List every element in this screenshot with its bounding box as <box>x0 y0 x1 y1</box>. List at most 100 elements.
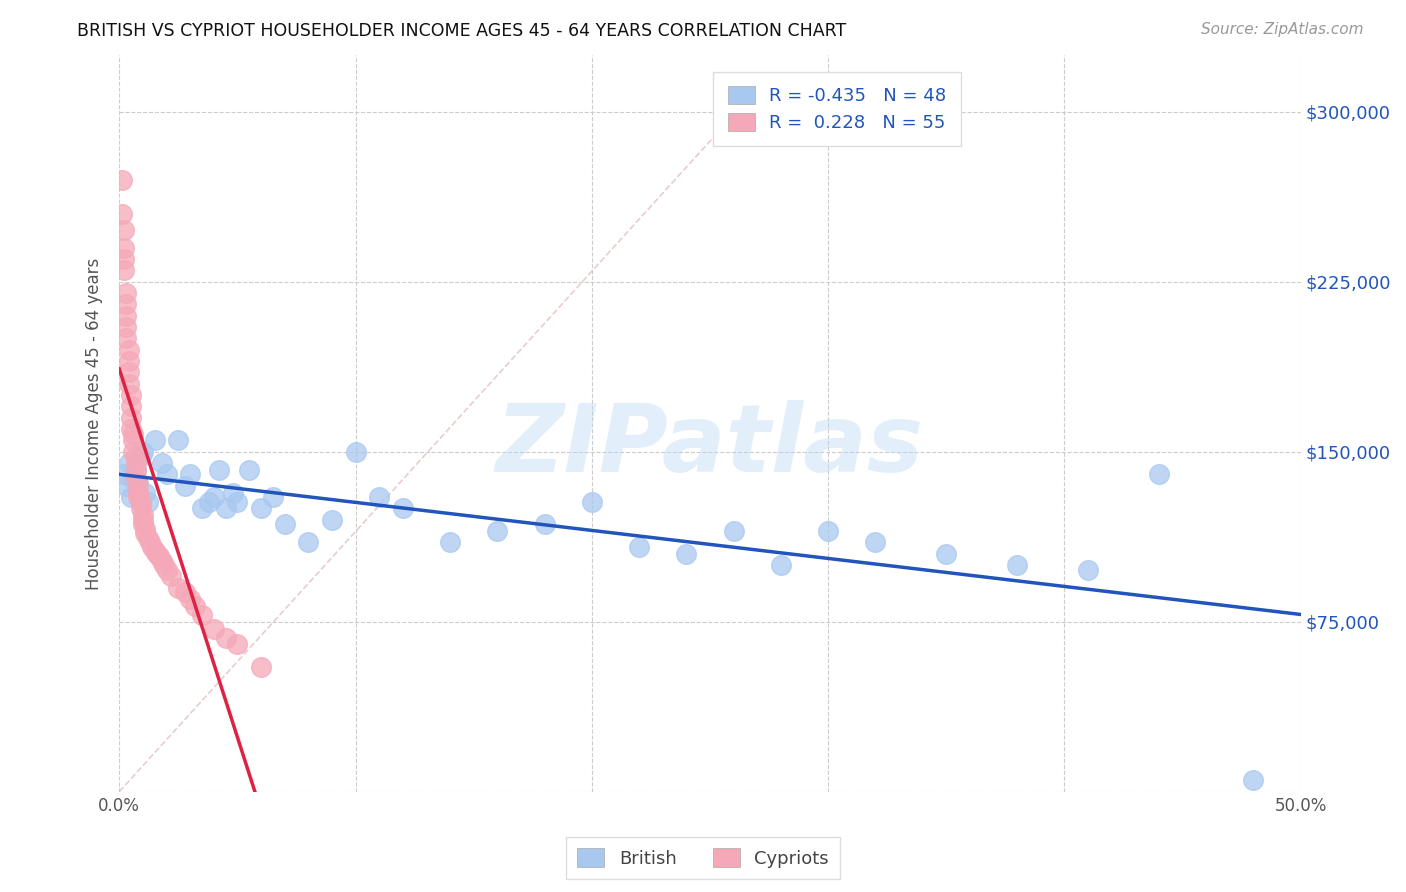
Point <box>146 547 169 561</box>
Point <box>127 485 149 500</box>
Point <box>262 490 284 504</box>
Point <box>134 485 156 500</box>
Point <box>129 501 152 516</box>
Point <box>202 622 225 636</box>
Text: Source: ZipAtlas.com: Source: ZipAtlas.com <box>1201 22 1364 37</box>
Point <box>118 376 141 391</box>
Point <box>226 494 249 508</box>
Point <box>155 467 177 482</box>
Point <box>127 490 149 504</box>
Point <box>120 422 142 436</box>
Point <box>150 456 173 470</box>
Point <box>148 549 170 563</box>
Point <box>167 434 190 448</box>
Point <box>214 631 236 645</box>
Point <box>115 331 138 345</box>
Point <box>129 450 152 464</box>
Point <box>250 660 273 674</box>
Legend: British, Cypriots: British, Cypriots <box>567 838 839 879</box>
Point <box>139 535 162 549</box>
Point <box>198 494 221 508</box>
Point <box>125 456 148 470</box>
Point <box>132 517 155 532</box>
Point <box>120 400 142 414</box>
Point <box>160 569 183 583</box>
Point <box>344 444 367 458</box>
Y-axis label: Householder Income Ages 45 - 64 years: Householder Income Ages 45 - 64 years <box>86 257 103 590</box>
Text: BRITISH VS CYPRIOT HOUSEHOLDER INCOME AGES 45 - 64 YEARS CORRELATION CHART: BRITISH VS CYPRIOT HOUSEHOLDER INCOME AG… <box>77 22 846 40</box>
Point <box>143 434 166 448</box>
Point <box>112 222 135 236</box>
Point <box>1241 773 1264 788</box>
Point <box>817 524 839 538</box>
Point <box>132 508 155 523</box>
Point <box>122 472 145 486</box>
Point <box>118 354 141 368</box>
Point <box>150 553 173 567</box>
Point <box>141 540 163 554</box>
Point <box>191 501 214 516</box>
Point <box>1077 563 1099 577</box>
Point <box>486 524 509 538</box>
Point <box>134 526 156 541</box>
Point <box>125 463 148 477</box>
Point <box>112 241 135 255</box>
Point <box>191 607 214 622</box>
Point <box>368 490 391 504</box>
Point <box>122 444 145 458</box>
Point <box>120 388 142 402</box>
Point <box>250 501 273 516</box>
Point <box>202 490 225 504</box>
Point <box>125 472 148 486</box>
Point <box>118 343 141 357</box>
Point <box>127 479 149 493</box>
Point <box>1005 558 1028 572</box>
Point <box>865 535 887 549</box>
Point <box>143 544 166 558</box>
Point <box>226 637 249 651</box>
Point <box>391 501 413 516</box>
Point <box>723 524 745 538</box>
Point <box>675 547 697 561</box>
Point <box>935 547 957 561</box>
Point <box>207 463 229 477</box>
Point <box>321 513 343 527</box>
Point <box>167 581 190 595</box>
Point <box>112 467 135 482</box>
Point <box>769 558 792 572</box>
Point <box>118 456 141 470</box>
Point <box>153 558 176 572</box>
Point <box>439 535 461 549</box>
Point <box>179 592 201 607</box>
Point <box>184 599 207 613</box>
Point <box>120 410 142 425</box>
Text: ZIPatlas: ZIPatlas <box>496 400 924 491</box>
Point <box>129 494 152 508</box>
Point <box>115 320 138 334</box>
Point <box>118 366 141 380</box>
Point <box>533 517 555 532</box>
Point <box>238 463 260 477</box>
Point <box>111 207 134 221</box>
Point <box>179 467 201 482</box>
Legend: R = -0.435   N = 48, R =  0.228   N = 55: R = -0.435 N = 48, R = 0.228 N = 55 <box>713 71 960 146</box>
Point <box>115 286 138 301</box>
Point <box>127 476 149 491</box>
Point <box>221 485 243 500</box>
Point <box>174 585 197 599</box>
Point <box>581 494 603 508</box>
Point <box>155 563 177 577</box>
Point <box>136 494 159 508</box>
Point <box>134 522 156 536</box>
Point <box>112 252 135 266</box>
Point <box>115 297 138 311</box>
Point <box>132 513 155 527</box>
Point <box>120 490 142 504</box>
Point <box>273 517 295 532</box>
Point <box>174 479 197 493</box>
Point <box>112 263 135 277</box>
Point <box>125 450 148 464</box>
Point <box>628 540 651 554</box>
Point <box>132 444 155 458</box>
Point <box>1147 467 1170 482</box>
